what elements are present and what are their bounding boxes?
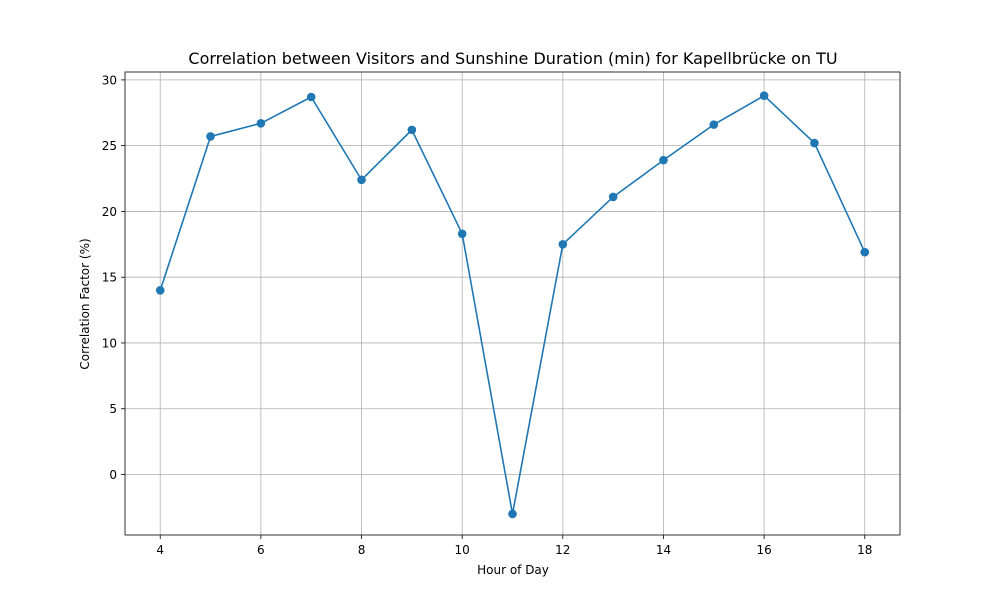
y-tick-label: 5	[109, 402, 117, 416]
x-tick-label: 18	[857, 543, 872, 557]
y-tick-label: 20	[102, 205, 117, 219]
x-tick-label: 16	[756, 543, 771, 557]
y-axis-label: Correlation Factor (%)	[78, 238, 92, 369]
data-point	[810, 138, 819, 148]
chart-title: Correlation between Visitors and Sunshin…	[188, 49, 837, 68]
y-tick-label: 15	[102, 271, 117, 285]
y-tick-label: 30	[102, 73, 117, 87]
tick-labels: 4 6 8 10 12 14 16 18 0 5 10 15 20 25 30	[102, 73, 873, 557]
y-tick-label: 0	[109, 468, 117, 482]
data-point	[357, 175, 366, 185]
y-tick-label: 10	[102, 336, 117, 350]
plot-frame	[124, 71, 901, 536]
data-point	[306, 92, 316, 102]
series-line	[155, 91, 870, 519]
data-point	[206, 132, 215, 141]
data-point	[860, 247, 870, 257]
data-point	[608, 192, 618, 202]
data-point	[508, 509, 517, 519]
x-tick-label: 8	[358, 543, 366, 557]
x-tick-label: 10	[455, 543, 470, 557]
x-tick-label: 14	[656, 543, 671, 557]
data-point	[709, 120, 719, 129]
x-tick-label: 6	[257, 543, 265, 557]
data-point	[558, 240, 568, 249]
data-point	[155, 286, 165, 295]
x-axis-label: Hour of Day	[477, 563, 549, 577]
y-tick-label: 25	[102, 139, 117, 153]
x-tick-label: 4	[156, 543, 164, 557]
data-point	[457, 229, 467, 239]
data-point	[759, 91, 769, 100]
data-point	[659, 155, 668, 165]
grid-lines	[125, 72, 900, 535]
axes	[121, 71, 901, 539]
x-tick-label: 12	[555, 543, 570, 557]
data-point	[256, 118, 266, 128]
data-point	[407, 125, 417, 135]
